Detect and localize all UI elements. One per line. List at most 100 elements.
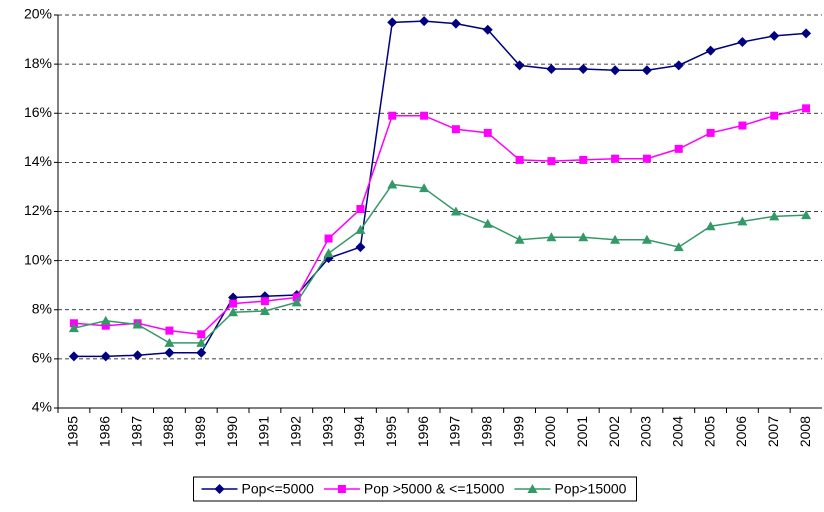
marker — [738, 121, 747, 130]
marker — [578, 64, 589, 75]
marker — [673, 60, 684, 71]
marker — [324, 234, 333, 243]
marker — [737, 37, 748, 48]
y-tick-label: 16% — [24, 104, 52, 120]
x-tick-label: 1988 — [160, 416, 176, 447]
x-tick-label: 1994 — [351, 416, 367, 447]
marker — [132, 350, 143, 361]
x-tick-label: 1995 — [383, 416, 399, 447]
x-tick-label: 2005 — [701, 416, 717, 447]
marker — [546, 64, 557, 75]
marker — [68, 351, 79, 362]
marker — [214, 484, 225, 494]
marker — [164, 337, 175, 347]
legend-box — [193, 476, 637, 502]
marker — [642, 154, 651, 163]
marker — [323, 248, 334, 258]
x-tick-label: 2004 — [669, 416, 685, 447]
series-line — [73, 20, 807, 358]
marker — [673, 242, 684, 252]
legend-label: Pop>15000 — [554, 481, 626, 497]
marker — [419, 183, 430, 193]
y-tick-label: 4% — [32, 399, 52, 415]
marker — [197, 330, 206, 339]
marker — [514, 60, 525, 71]
y-tick-label: 18% — [24, 55, 52, 71]
marker — [578, 232, 589, 242]
y-tick-label: 10% — [24, 251, 52, 267]
marker — [769, 30, 780, 41]
marker — [769, 211, 780, 221]
legend: Pop<=5000 Pop >5000 & <=15000 Pop>15000 — [193, 476, 637, 502]
y-tick-label: 8% — [32, 300, 52, 316]
x-tick-label: 2002 — [606, 416, 622, 447]
marker — [641, 65, 652, 76]
x-tick-label: 1999 — [510, 416, 526, 447]
marker — [737, 216, 748, 226]
legend-label: Pop >5000 & <=15000 — [364, 481, 505, 497]
marker — [706, 128, 715, 137]
x-tick-label: 2003 — [638, 416, 654, 447]
x-tick-label: 1987 — [128, 416, 144, 447]
marker — [514, 234, 525, 244]
marker — [196, 337, 207, 347]
marker — [801, 210, 812, 220]
y-tick-label: 12% — [24, 202, 52, 218]
marker — [101, 321, 110, 330]
marker — [388, 111, 397, 120]
x-tick-label: 1991 — [256, 416, 272, 447]
marker — [259, 305, 270, 315]
marker — [450, 18, 461, 29]
marker — [705, 221, 716, 231]
marker — [801, 28, 812, 39]
marker — [228, 307, 239, 317]
marker — [323, 253, 334, 264]
marker — [100, 351, 111, 362]
marker — [164, 347, 175, 358]
x-tick-label: 1990 — [224, 416, 240, 447]
marker — [356, 205, 365, 214]
marker — [515, 155, 524, 164]
marker — [387, 17, 398, 28]
marker — [165, 326, 174, 335]
marker — [482, 24, 493, 35]
marker — [420, 111, 429, 120]
marker — [100, 315, 111, 325]
marker — [579, 155, 588, 164]
marker — [610, 65, 621, 76]
marker — [527, 484, 538, 493]
x-tick-label: 1986 — [96, 416, 112, 447]
x-tick-label: 2000 — [542, 416, 558, 447]
series-line — [73, 183, 807, 344]
marker — [68, 323, 79, 333]
marker — [770, 111, 779, 120]
marker — [229, 299, 238, 308]
marker — [610, 234, 621, 244]
marker — [196, 347, 207, 358]
marker — [132, 319, 143, 329]
x-tick-label: 1998 — [478, 416, 494, 447]
marker — [802, 104, 811, 113]
x-tick-label: 2001 — [574, 416, 590, 447]
series-line — [73, 107, 807, 336]
legend-label: Pop<=5000 — [242, 481, 315, 497]
y-tick-label: 20% — [24, 6, 52, 22]
x-tick-label: 1993 — [319, 416, 335, 447]
x-tick-label: 1989 — [192, 416, 208, 447]
marker — [260, 297, 269, 306]
marker — [387, 179, 398, 189]
y-tick-label: 14% — [24, 153, 52, 169]
marker — [641, 234, 652, 244]
x-tick-label: 2008 — [797, 416, 813, 447]
x-tick-label: 2006 — [733, 416, 749, 447]
marker — [291, 297, 302, 307]
marker — [355, 224, 366, 234]
x-tick-label: 1996 — [415, 416, 431, 447]
marker — [483, 128, 492, 137]
marker — [546, 232, 557, 242]
x-tick-label: 1992 — [287, 416, 303, 447]
marker — [547, 157, 556, 166]
marker — [482, 218, 493, 228]
marker — [450, 206, 461, 216]
